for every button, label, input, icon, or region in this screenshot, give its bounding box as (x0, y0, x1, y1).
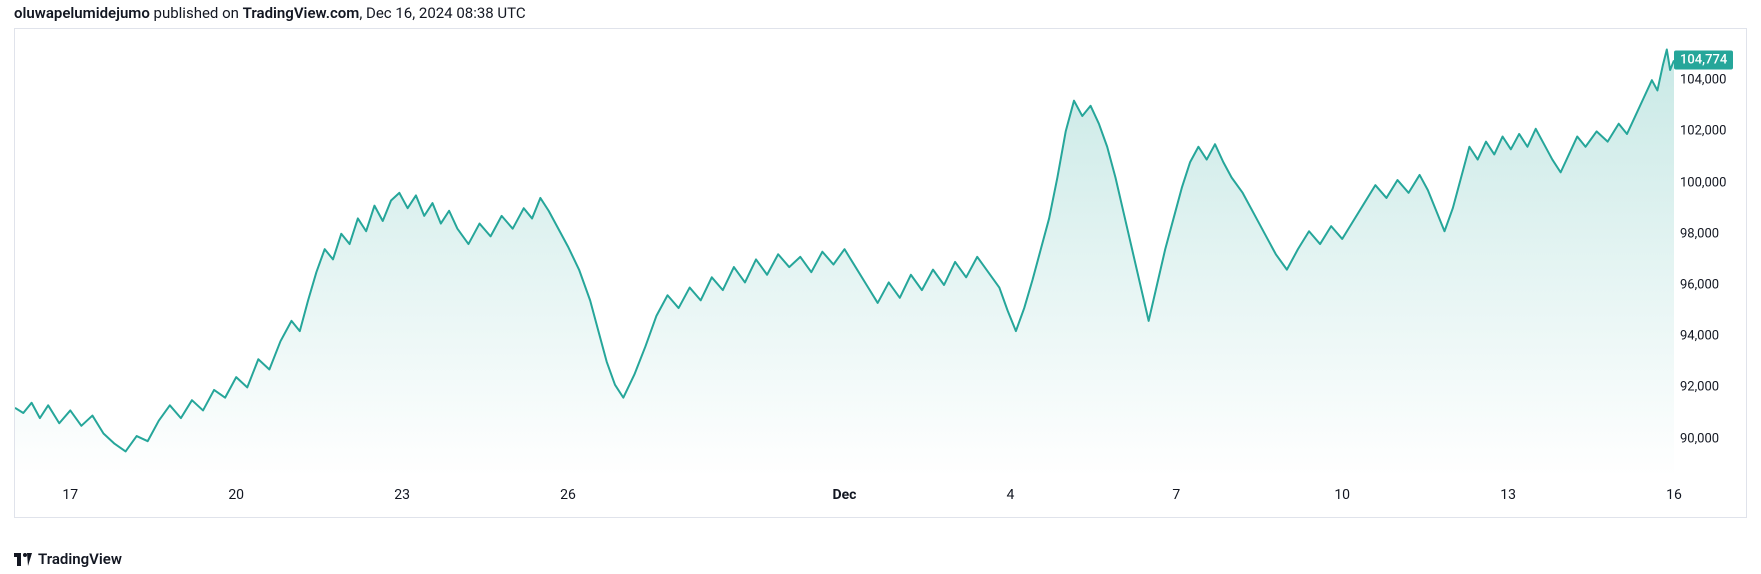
y-tick-label: 102,000 (1680, 124, 1726, 139)
y-tick-label: 96,000 (1680, 278, 1719, 293)
x-tick-label: Dec (833, 487, 857, 503)
x-tick-label: 26 (560, 487, 576, 503)
author-name: oluwapelumidejumo (14, 4, 150, 22)
y-axis: 104,774 90,000 92,000 94,000 96,000 98,000 10… (1674, 29, 1746, 477)
brand-label: TradingView (38, 550, 122, 568)
current-price-badge: 104,774 (1674, 51, 1733, 70)
attribution-line: oluwapelumidejumo published on TradingVi… (0, 0, 1761, 28)
x-tick-label: 20 (228, 487, 244, 503)
x-tick-label: 17 (62, 487, 78, 503)
y-tick-label: 104,000 (1680, 73, 1726, 88)
tradingview-icon (14, 553, 32, 566)
tradingview-logo[interactable]: TradingView (14, 550, 122, 568)
x-tick-label: 23 (394, 487, 410, 503)
publish-timestamp: , Dec 16, 2024 08:38 UTC (359, 4, 525, 22)
y-tick-label: 98,000 (1680, 226, 1719, 241)
x-tick-label: 16 (1666, 487, 1682, 503)
x-tick-label: 10 (1334, 487, 1350, 503)
y-tick-label: 100,000 (1680, 175, 1726, 190)
plot-area[interactable] (15, 29, 1674, 477)
site-name: TradingView.com (243, 4, 360, 22)
y-tick-label: 94,000 (1680, 329, 1719, 344)
x-tick-label: 7 (1172, 487, 1180, 503)
x-axis: 17202326Dec47101316 (15, 477, 1674, 517)
x-tick-label: 4 (1006, 487, 1014, 503)
y-tick-label: 90,000 (1680, 431, 1719, 446)
y-tick-label: 92,000 (1680, 380, 1719, 395)
price-chart[interactable]: 104,774 90,000 92,000 94,000 96,000 98,000 10… (14, 28, 1747, 518)
x-tick-label: 13 (1500, 487, 1516, 503)
